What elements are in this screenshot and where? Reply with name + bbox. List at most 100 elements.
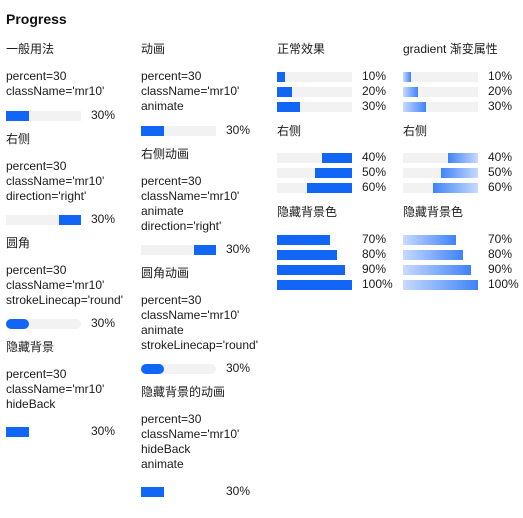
section-title-right: 右侧 [403,124,428,138]
section-title-round: 圆角 [6,236,31,250]
progress-hide-animate: 30% [141,484,273,499]
code-right: percent=30 className='mr10' direction='r… [6,159,134,204]
code-line: className='mr10' [6,84,105,98]
progress-label: 70% [488,232,513,246]
progress-label: 30% [362,99,387,113]
progress-label: 20% [362,84,387,98]
progress-fill [403,101,426,112]
progress-track [277,101,352,112]
progress-track [6,318,81,329]
progress-fill [403,264,471,275]
progress-row: 80% [277,247,397,262]
code-line: animate [141,323,184,337]
section-title-hide: 隐藏背景色 [277,205,338,219]
column-normal: 正常效果 10% 20% 30% 右侧 40% 50% 60% 隐藏背景色 [277,42,397,292]
progress-fill [141,125,164,136]
progress-group-gradient: 10% 20% 30% [403,69,521,114]
progress-fill [403,234,456,245]
progress-fill [277,71,285,82]
section-title-hide: 隐藏背景 [6,340,55,354]
code-line: strokeLinecap='round' [6,293,123,307]
code-hide-animate: percent=30 className='mr10' hideBack ani… [141,412,273,472]
code-line: className='mr10' [141,427,240,441]
code-line: percent=30 [141,174,202,188]
section-title-round-animate: 圆角动画 [141,266,190,280]
section-title-right: 右侧 [277,124,302,138]
code-animate: percent=30 className='mr10' animate [141,69,273,114]
code-line: hideBack [141,442,191,456]
progress-row: 10% [403,69,521,84]
progress-row: 90% [403,262,521,277]
code-round-animate: percent=30 className='mr10' animate stro… [141,293,273,353]
progress-track [141,486,216,497]
progress-label: 10% [488,69,513,83]
progress-label: 30% [91,108,116,122]
progress-track [277,249,352,260]
progress-right: 30% [6,212,134,227]
code-line: direction='right' [141,219,222,233]
progress-fill [314,167,352,178]
progress-track [403,264,478,275]
progress-row: 70% [277,232,397,247]
progress-track [277,152,352,163]
progress-label: 50% [488,165,513,179]
progress-row: 100% [403,277,521,292]
progress-track [403,167,478,178]
progress-group-normal: 10% 20% 30% [277,69,397,114]
progress-row: 80% [403,247,521,262]
progress-label: 30% [91,212,116,226]
progress-track [141,125,216,136]
progress-label: 40% [362,150,387,164]
progress-group-hide: 70% 80% 90% 100% [403,232,521,292]
progress-track [277,167,352,178]
column-animate: 动画 percent=30 className='mr10' animate 3… [141,42,273,499]
progress-label: 90% [488,262,513,276]
progress-fill [403,249,463,260]
section-title-normal: 正常效果 [277,42,326,56]
progress-row: 20% [277,84,397,99]
progress-label: 80% [362,247,387,261]
code-line: hideBack [6,397,56,411]
progress-fill [277,86,292,97]
progress-label: 30% [91,424,116,438]
progress-label: 50% [362,165,387,179]
progress-fill [277,234,330,245]
page-title: Progress [6,11,67,27]
section-title-hide-animate: 隐藏背景的动画 [141,385,226,399]
progress-row: 40% [277,150,397,165]
progress-label: 30% [488,99,513,113]
progress-track [141,363,216,374]
progress-round: 30% [6,316,134,331]
code-line: className='mr10' [141,308,240,322]
code-line: animate [141,99,184,113]
progress-track [277,182,352,193]
progress-track [403,182,478,193]
progress-track [403,86,478,97]
section-title-hide: 隐藏背景色 [403,205,464,219]
section-title-right-animate: 右侧动画 [141,147,190,161]
progress-right-animate: 30% [141,242,273,257]
progress-label: 30% [91,316,116,330]
progress-fill [277,264,345,275]
progress-fill [58,214,81,225]
progress-fill [448,152,478,163]
code-basic: percent=30 className='mr10' [6,69,134,99]
progress-track [403,234,478,245]
code-line: className='mr10' [6,174,105,188]
progress-animate: 30% [141,123,273,138]
progress-label: 40% [488,150,513,164]
progress-fill [6,318,29,329]
column-basic: 一般用法 percent=30 className='mr10' 30% 右侧 … [6,42,134,439]
progress-row: 60% [277,180,397,195]
progress-label: 20% [488,84,513,98]
code-line: percent=30 [141,412,202,426]
progress-row: 30% [403,99,521,114]
progress-group-hide: 70% 80% 90% 100% [277,232,397,292]
code-line: percent=30 [6,263,67,277]
progress-fill [141,363,164,374]
progress-label: 10% [362,69,387,83]
progress-row: 30% [277,99,397,114]
code-line: percent=30 [141,293,202,307]
progress-label: 30% [226,361,251,375]
code-right-animate: percent=30 className='mr10' animate dire… [141,174,273,234]
